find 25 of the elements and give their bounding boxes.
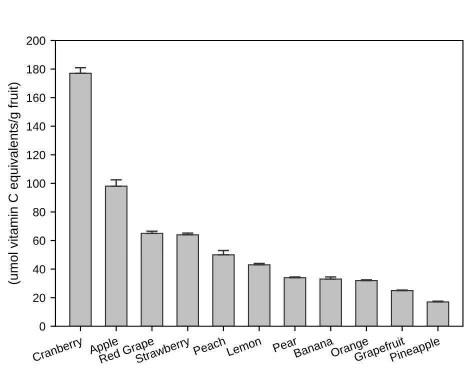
bar	[390, 290, 414, 326]
x-tick-label: Peach	[192, 336, 226, 356]
y-tick-label: 40	[32, 265, 46, 274]
bar	[140, 232, 164, 326]
y-tick-label: 60	[33, 236, 46, 245]
bar	[176, 234, 199, 326]
y-tick-label: 140	[26, 122, 46, 131]
bar	[426, 301, 450, 326]
y-axis-title: (umol vitamin C equivalents/g fruit)	[8, 82, 20, 284]
x-tick-label: Banana	[294, 336, 334, 358]
y-tick-label: 200	[26, 36, 46, 45]
y-tick-label: 180	[26, 65, 46, 74]
bar	[355, 280, 378, 326]
x-tick-label: Lemon	[226, 336, 262, 356]
y-tick-label: 100	[26, 179, 46, 188]
bar	[248, 264, 270, 326]
bar	[284, 277, 306, 326]
y-tick-label: 160	[26, 94, 46, 102]
y-tick-label: 20	[33, 294, 46, 302]
bar	[212, 254, 235, 326]
bar	[69, 72, 92, 326]
bar	[319, 278, 342, 326]
y-tick-label: 80	[33, 208, 46, 216]
y-tick-label: 0	[40, 322, 46, 331]
y-tick-label: 120	[26, 150, 46, 160]
